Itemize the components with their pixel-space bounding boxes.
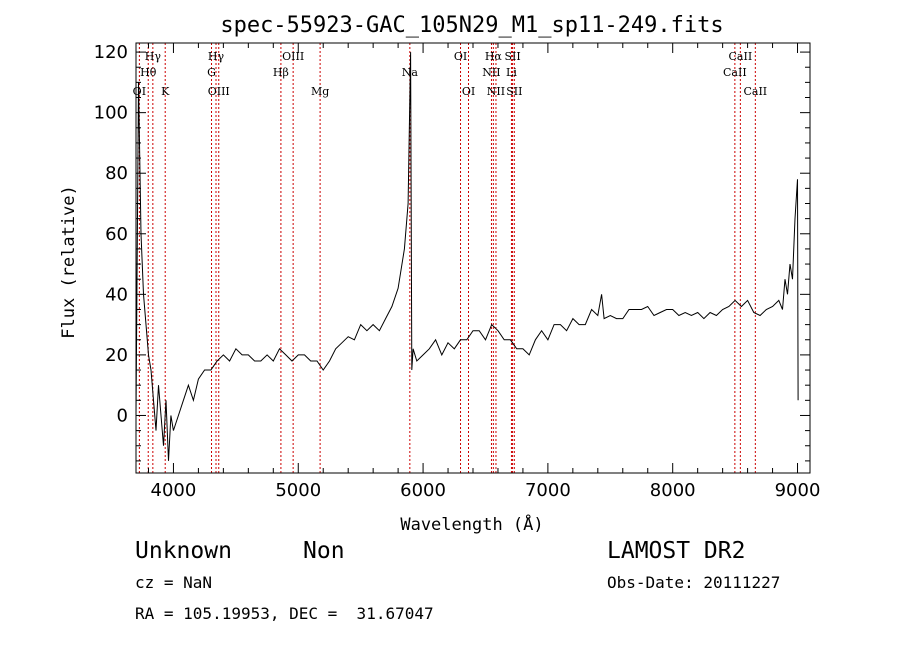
spectrum-series <box>135 52 799 461</box>
object-class: Unknown <box>135 538 232 564</box>
line-label: K <box>161 85 170 98</box>
y-axis-label: Flux (relative) <box>59 185 79 339</box>
spectrum-line <box>135 52 799 461</box>
line-label: Hθ <box>140 66 157 79</box>
line-label: CaII <box>743 85 767 98</box>
line-label: NII <box>487 85 505 98</box>
x-tick-label: 9000 <box>775 480 821 501</box>
line-label: Mg <box>311 85 329 98</box>
plot-frame <box>135 42 811 474</box>
line-label: OI <box>454 50 467 63</box>
line-label: SII <box>504 50 520 63</box>
y-tick-label: 120 <box>94 42 128 63</box>
line-label: CaII <box>729 50 753 63</box>
line-label: Hγ <box>208 50 225 63</box>
line-label: OIII <box>208 85 230 98</box>
line-label: Hβ <box>273 66 289 79</box>
line-label: OI <box>133 85 146 98</box>
line-label: Hγ <box>145 50 162 63</box>
line-label: Li <box>506 66 517 79</box>
x-axis: 4000 5000 6000 7000 8000 9000 <box>147 43 821 501</box>
y-tick-label: 0 <box>117 405 128 426</box>
object-subclass: Non <box>303 538 345 564</box>
observation-date: Obs-Date: 20111227 <box>607 573 781 592</box>
line-label: SII <box>506 85 522 98</box>
line-label: NII <box>482 66 500 79</box>
x-axis-label: Wavelength (Å) <box>400 513 543 535</box>
y-axis: 0 20 40 60 80 100 120 <box>94 42 810 462</box>
x-tick-label: 5000 <box>275 480 321 501</box>
y-tick-label: 20 <box>105 345 128 366</box>
line-label: Hα <box>485 50 503 63</box>
y-tick-label: 60 <box>105 224 128 245</box>
x-tick-label: 8000 <box>650 480 696 501</box>
y-tick-label: 80 <box>105 163 128 184</box>
x-tick-label: 4000 <box>151 480 197 501</box>
survey-name: LAMOST DR2 <box>607 538 746 564</box>
line-label: OI <box>462 85 475 98</box>
y-tick-label: 100 <box>94 103 128 124</box>
x-tick-label: 6000 <box>400 480 446 501</box>
x-tick-label: 7000 <box>525 480 571 501</box>
chart-title: spec-55923-GAC_105N29_M1_sp11-249.fits <box>220 13 723 38</box>
ra-dec-coordinates: RA = 105.19953, DEC = 31.67047 <box>135 604 434 623</box>
line-label: CaII <box>723 66 747 79</box>
line-label: G <box>207 66 216 79</box>
y-tick-label: 40 <box>105 284 128 305</box>
emission-line-markers <box>138 43 756 473</box>
redshift-cz: cz = NaN <box>135 573 213 592</box>
line-label: OIII <box>282 50 304 63</box>
